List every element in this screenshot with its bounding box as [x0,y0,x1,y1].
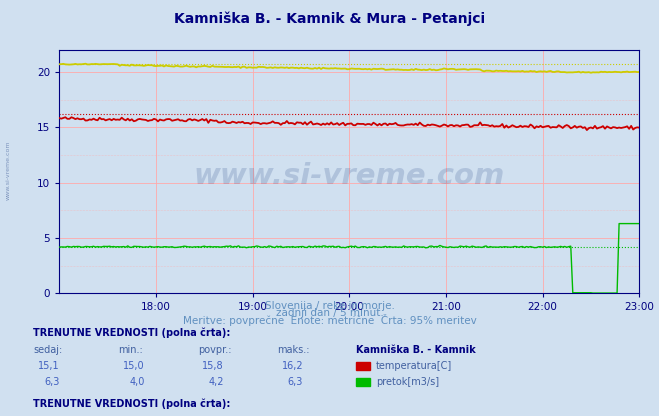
Text: TRENUTNE VREDNOSTI (polna črta):: TRENUTNE VREDNOSTI (polna črta): [33,398,231,409]
Text: pretok[m3/s]: pretok[m3/s] [376,377,439,387]
Text: 16,2: 16,2 [281,361,303,371]
Text: 6,3: 6,3 [288,377,303,387]
Text: Kamniška B. - Kamnik & Mura - Petanjci: Kamniška B. - Kamnik & Mura - Petanjci [174,12,485,26]
Text: Meritve: povprečne  Enote: metrične  Črta: 95% meritev: Meritve: povprečne Enote: metrične Črta:… [183,314,476,326]
Text: 15,1: 15,1 [38,361,59,371]
Text: www.si-vreme.com: www.si-vreme.com [194,163,505,191]
Text: povpr.:: povpr.: [198,345,231,355]
Text: Kamniška B. - Kamnik: Kamniška B. - Kamnik [356,345,476,355]
Text: 4,0: 4,0 [130,377,145,387]
Text: TRENUTNE VREDNOSTI (polna črta):: TRENUTNE VREDNOSTI (polna črta): [33,327,231,338]
Text: zadnji dan / 5 minut.: zadnji dan / 5 minut. [275,308,384,318]
Text: sedaj:: sedaj: [33,345,62,355]
Text: Slovenija / reke in morje.: Slovenija / reke in morje. [264,301,395,311]
Text: 6,3: 6,3 [44,377,59,387]
Text: min.:: min.: [119,345,144,355]
Text: 15,0: 15,0 [123,361,145,371]
Text: www.si-vreme.com: www.si-vreme.com [5,141,11,201]
Text: temperatura[C]: temperatura[C] [376,361,452,371]
Text: 4,2: 4,2 [208,377,224,387]
Text: maks.:: maks.: [277,345,309,355]
Text: 15,8: 15,8 [202,361,224,371]
